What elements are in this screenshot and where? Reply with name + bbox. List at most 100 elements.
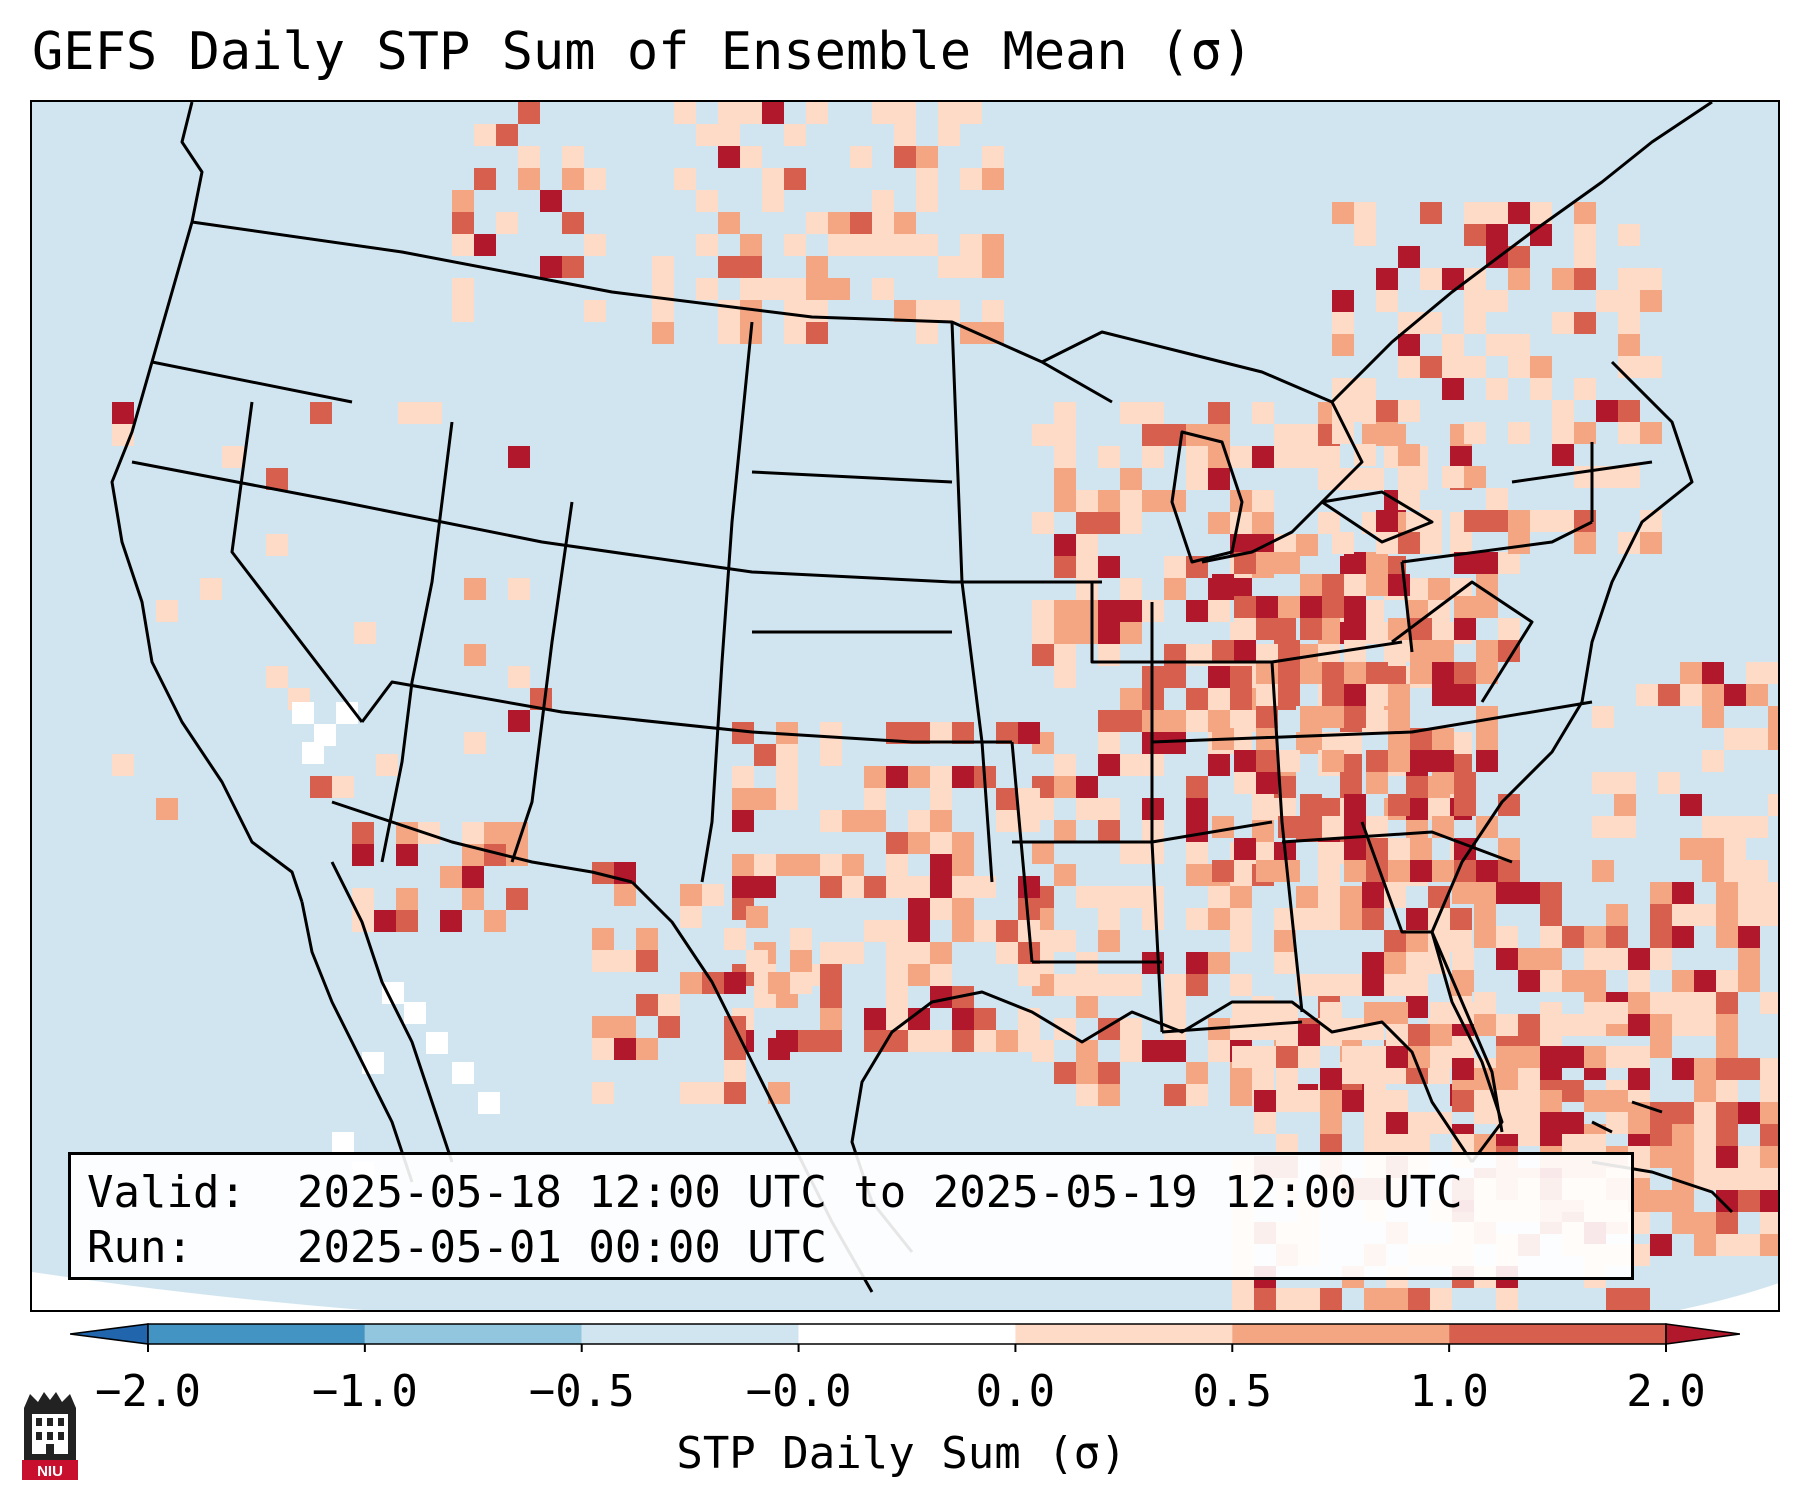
anomaly-cell [820,722,842,744]
anomaly-cell [1274,930,1296,952]
anomaly-cell [1618,224,1640,246]
anomaly-cell [440,866,462,888]
anomaly-cell [820,986,842,1008]
anomaly-cell [1186,600,1208,622]
anomaly-cell [1098,600,1120,622]
anomaly-cell [1552,444,1574,466]
anomaly-cell [1420,532,1442,554]
colorbar-segment [1449,1324,1666,1344]
anomaly-cell [1354,224,1376,246]
anomaly-cell [1362,600,1384,622]
anomaly-cell [1300,574,1322,596]
anomaly-cell [996,920,1018,942]
anomaly-cell [864,920,886,942]
anomaly-cell [1398,532,1420,554]
anomaly-cell [908,942,930,964]
anomaly-cell [1702,684,1724,706]
anomaly-cell [1724,860,1746,882]
anomaly-cell [850,234,872,256]
anomaly-cell [1340,974,1362,996]
anomaly-cell [916,234,938,256]
projection-edge [32,1272,364,1310]
anomaly-cell [478,1092,500,1114]
anomaly-cell [1208,908,1230,930]
anomaly-cell [1254,1112,1276,1134]
anomaly-cell [1746,684,1768,706]
anomaly-cell [872,102,894,124]
anomaly-cell [1508,334,1530,356]
anomaly-cell [1032,644,1054,666]
anomaly-cell [1518,1046,1540,1068]
anomaly-cell [374,910,396,932]
anomaly-cell [1186,1084,1208,1106]
anomaly-cell [762,102,784,124]
anomaly-cell [1344,816,1366,838]
anomaly-cell [864,810,886,832]
anomaly-cell [452,278,474,300]
anomaly-cell [1552,510,1574,532]
anomaly-cell [1574,268,1596,290]
anomaly-cell [1430,1310,1452,1312]
anomaly-cell [776,766,798,788]
anomaly-cell [518,168,540,190]
anomaly-cell [1476,640,1498,662]
anomaly-cell [1232,1288,1254,1310]
florida-coast [1430,931,1504,1133]
anomaly-cell [1498,838,1520,860]
anomaly-cell [562,212,584,234]
anomaly-cell [864,788,886,810]
anomaly-cell [974,920,996,942]
anomaly-cell [1208,710,1230,732]
anomaly-cell [1142,446,1164,468]
anomaly-cell [1212,860,1234,882]
anomaly-cell [806,322,828,344]
anomaly-cell [1318,512,1340,534]
anomaly-cell [1384,666,1406,688]
anomaly-cell [1430,1112,1452,1134]
anomaly-cell [1486,224,1508,246]
anomaly-cell [1054,820,1076,842]
anomaly-cell [1450,732,1472,754]
state-line [1360,821,1432,934]
anomaly-cell [850,146,872,168]
anomaly-cell [1498,618,1520,640]
anomaly-cell [1650,1190,1672,1212]
anomaly-cell [1702,662,1724,684]
gulf-coastline [850,990,1474,1253]
anomaly-cell [1232,1310,1254,1312]
anomaly-cell [1318,908,1340,930]
anomaly-cell [1054,644,1076,666]
anomaly-cell [718,300,740,322]
anomaly-cell [1300,662,1322,684]
anomaly-cell [1606,1112,1628,1134]
anomaly-cell [1650,926,1672,948]
anomaly-cell [1344,596,1366,618]
state-line [131,460,1102,584]
anomaly-cell [784,300,806,322]
anomaly-cell [1628,992,1650,1014]
anomaly-cell [1628,1112,1650,1134]
anomaly-cell [1474,1090,1496,1112]
anomaly-cell [1716,1014,1738,1036]
anomaly-cell [1388,706,1410,728]
anomaly-cell [1574,224,1596,246]
anomaly-cell [1614,816,1636,838]
anomaly-cell [1768,662,1778,684]
anomaly-cell [1464,422,1486,444]
anomaly-cell [1388,838,1410,860]
anomaly-cell [1552,400,1574,422]
anomaly-cell [1230,512,1252,534]
anomaly-cell [952,1030,974,1052]
anomaly-cell [1584,970,1606,992]
anomaly-cell [1164,732,1186,754]
us-mexico-border [331,800,633,884]
anomaly-cell [724,1082,746,1104]
anomaly-cell [1650,1234,1672,1256]
anomaly-cell [1342,1046,1364,1068]
anomaly-cell [652,256,674,278]
anomaly-cell [1322,750,1344,772]
anomaly-cell [1388,684,1410,706]
anomaly-cell [680,972,702,994]
anomaly-cell [1640,422,1662,444]
anomaly-cell [1252,798,1274,820]
